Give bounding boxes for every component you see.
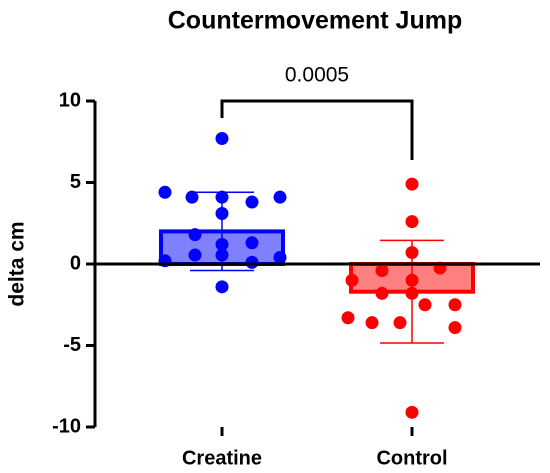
data-point — [273, 190, 287, 204]
chart-title: Countermovement Jump — [168, 7, 462, 35]
data-point — [245, 255, 259, 269]
y-tick-label: 5 — [70, 171, 81, 193]
data-point — [405, 215, 419, 229]
y-tick-label: 0 — [70, 252, 81, 274]
data-point — [375, 286, 389, 300]
data-point — [188, 248, 202, 262]
data-point — [215, 248, 229, 262]
data-point — [341, 311, 355, 325]
y-tick-label: -5 — [63, 334, 81, 356]
data-point — [405, 273, 419, 287]
data-point — [245, 195, 259, 209]
data-point — [375, 264, 389, 278]
data-point — [448, 298, 462, 312]
significance-label: 0.0005 — [285, 64, 349, 87]
data-point — [188, 228, 202, 242]
x-tick-label: Control — [376, 447, 447, 469]
data-point — [393, 316, 407, 330]
data-point — [215, 190, 229, 204]
data-point — [215, 131, 229, 145]
data-point — [158, 185, 172, 199]
data-point — [405, 405, 419, 419]
data-point — [345, 273, 359, 287]
data-point — [215, 206, 229, 220]
data-point — [418, 298, 432, 312]
y-axis-label: delta cm — [6, 221, 29, 306]
y-tick-label: -10 — [52, 415, 81, 437]
data-point — [405, 286, 419, 300]
data-point — [365, 316, 379, 330]
y-tick-label: 10 — [59, 89, 81, 111]
data-point — [215, 237, 229, 251]
data-point — [245, 236, 259, 250]
x-tick-label: Creatine — [182, 447, 262, 469]
data-point — [273, 250, 287, 264]
data-point — [405, 246, 419, 260]
data-point — [185, 190, 199, 204]
data-point — [215, 280, 229, 294]
significance-bracket — [220, 99, 414, 160]
data-point — [448, 321, 462, 335]
data-point — [405, 177, 419, 191]
